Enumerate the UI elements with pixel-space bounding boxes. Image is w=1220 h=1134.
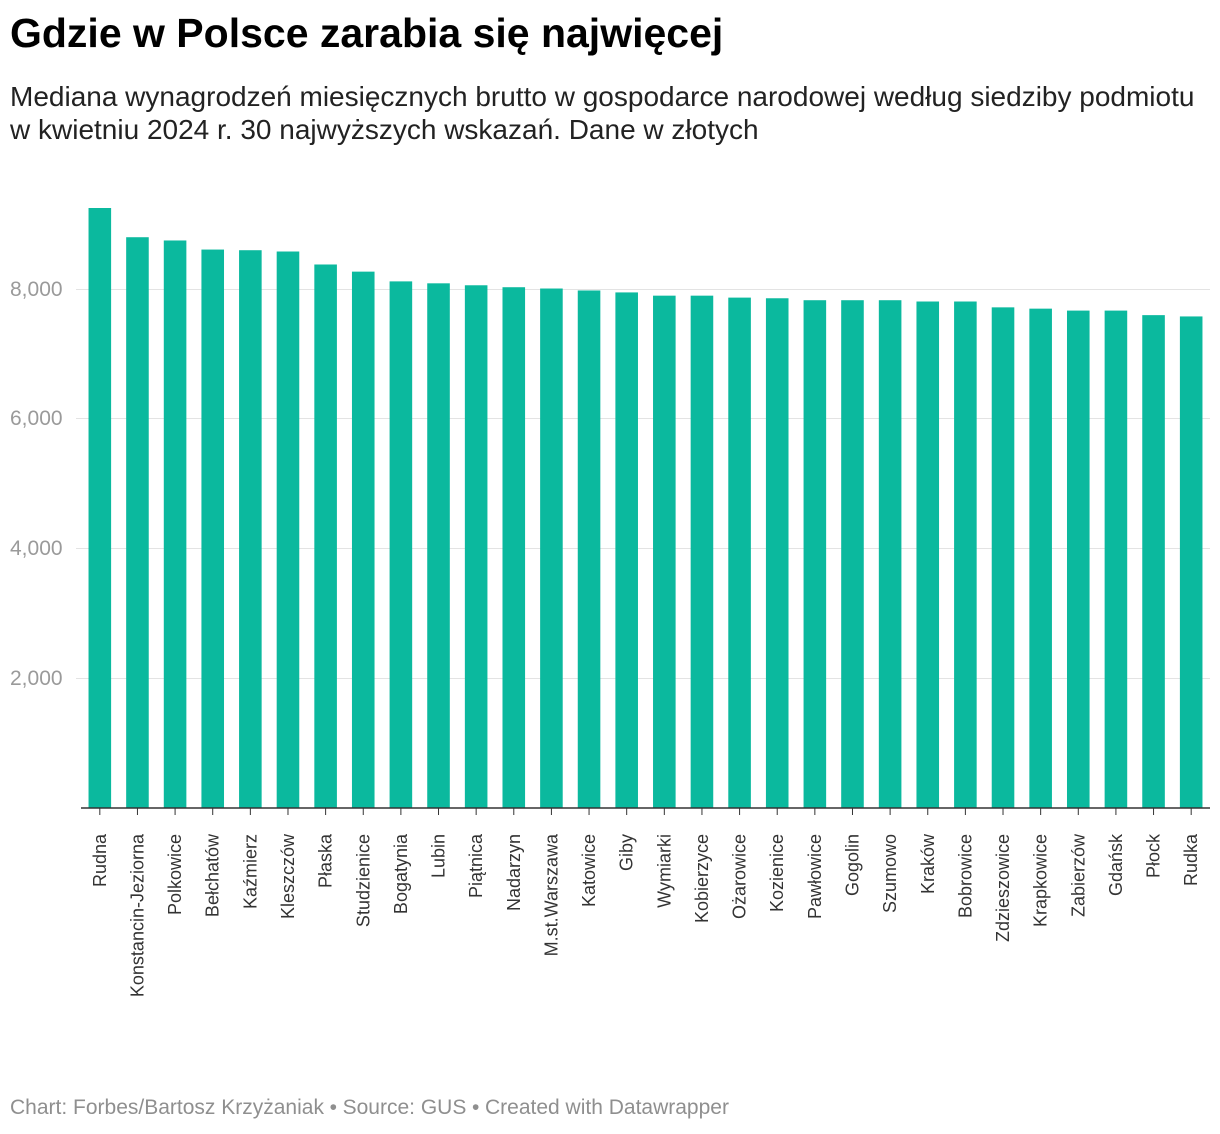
bar: [653, 295, 676, 808]
chart-subtitle: Mediana wynagrodzeń miesięcznych brutto …: [10, 81, 1195, 145]
bar: [1179, 316, 1203, 808]
x-tick-label: Kleszczów: [278, 833, 298, 919]
x-tick-label: M.st.Warszawa: [541, 833, 561, 956]
bar: [427, 283, 450, 808]
x-tick-label: Bełchatów: [203, 833, 223, 917]
bar: [201, 249, 225, 808]
bar: [163, 240, 187, 809]
bar: [690, 295, 714, 808]
x-tick-label: Gogolin: [842, 834, 862, 896]
x-tick-label: Bobrowice: [955, 834, 975, 918]
x-tick-label: Kraków: [918, 833, 938, 894]
x-tick-label: Wymiarki: [654, 834, 674, 908]
x-tick-label: Kobierzyce: [692, 834, 712, 923]
x-tick-label: Konstancin-Jeziorna: [127, 833, 147, 997]
footer-separator: •: [472, 1096, 480, 1119]
bars: [88, 208, 1203, 809]
datawrapper-credit-link[interactable]: Created with Datawrapper: [485, 1096, 729, 1119]
bar: [239, 250, 262, 808]
bar: [1104, 310, 1128, 808]
y-tick-label: 8,000: [10, 278, 63, 301]
bar: [841, 300, 864, 808]
bar: [351, 271, 375, 808]
y-tick-label: 4,000: [10, 537, 63, 560]
x-tick-label: Kaźmierz: [240, 834, 260, 909]
chart-byline: Chart: Forbes/Bartosz Krzyżaniak: [10, 1096, 324, 1119]
chart-title: Gdzie w Polsce zarabia się najwięcej: [10, 10, 724, 56]
bar: [916, 301, 940, 808]
bar: [389, 281, 413, 808]
bar: [728, 297, 751, 808]
x-tick-label: Katowice: [579, 834, 599, 907]
x-tick-label: Piątnica: [466, 833, 486, 898]
x-tick-label: Giby: [617, 834, 637, 871]
x-tick-label: Zabierzów: [1068, 833, 1088, 917]
x-tick-label: Nadarzyn: [504, 834, 524, 911]
y-tick-label: 6,000: [10, 407, 63, 430]
x-tick-label: Gdańsk: [1106, 833, 1126, 896]
x-tick-label: Krapkowice: [1031, 834, 1051, 927]
bar: [765, 298, 789, 808]
bar: [803, 300, 827, 808]
footer-separator: •: [329, 1096, 337, 1119]
x-tick-label: Płock: [1144, 833, 1164, 878]
y-axis-gridlines: 2,000 4,000 6,000 8,000: [10, 278, 1210, 690]
x-tick-label: Lubin: [429, 834, 449, 878]
source-label: Source: GUS: [342, 1096, 467, 1119]
x-tick-label: Polkowice: [165, 834, 185, 915]
bar: [1029, 308, 1052, 808]
bar: [577, 290, 601, 809]
bar: [1066, 310, 1090, 808]
bar: [502, 287, 526, 809]
x-tick-label: Kozienice: [767, 834, 787, 912]
bar: [954, 301, 977, 808]
x-tick-label: Rudka: [1181, 833, 1201, 886]
x-tick-label: Zdzieszowice: [993, 834, 1013, 942]
bar: [276, 251, 300, 808]
bar: [878, 300, 902, 808]
x-tick-label: Studzienice: [353, 834, 373, 927]
bar: [615, 292, 638, 808]
y-tick-label: 2,000: [10, 667, 63, 690]
x-tick-label: Ożarowice: [730, 834, 750, 919]
chart-footer: Chart: Forbes/Bartosz Krzyżaniak • Source:…: [10, 1095, 729, 1120]
bar: [126, 237, 149, 809]
bar: [991, 307, 1015, 808]
x-axis-labels: Rudna Konstancin-Jeziorna Polkowice Bełchat…: [90, 808, 1201, 997]
bar: [314, 264, 337, 808]
x-tick-label: Szumowo: [880, 834, 900, 913]
bar: [464, 285, 488, 808]
bar: [88, 208, 112, 808]
x-tick-label: Płaska: [316, 833, 336, 888]
bar: [1142, 315, 1165, 808]
x-tick-label: Bogatynia: [391, 833, 411, 914]
x-tick-label: Rudna: [90, 833, 110, 887]
x-tick-label: Pawłowice: [805, 834, 825, 919]
bar: [540, 288, 563, 808]
